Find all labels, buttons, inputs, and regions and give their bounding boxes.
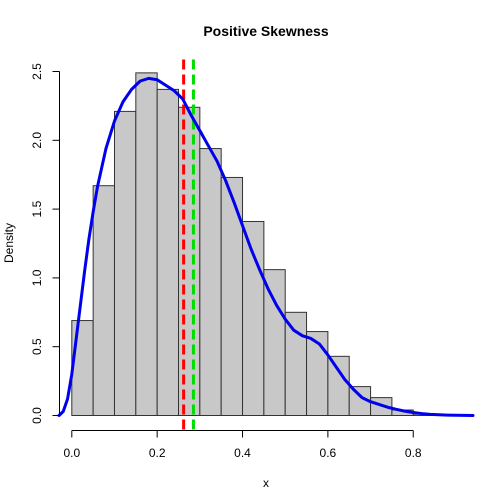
y-axis: 0.0 0.5 1.0 1.5 2.0 2.5 — [30, 63, 60, 424]
chart-title: Positive Skewness — [203, 23, 329, 39]
density-curve — [57, 76, 475, 417]
histogram-bar — [199, 148, 222, 416]
y-tick-label: 0.0 — [30, 407, 44, 424]
y-tick-label: 2.0 — [30, 132, 44, 149]
histogram-bar — [92, 185, 115, 416]
y-tick-label: 1.0 — [30, 269, 44, 286]
histogram-bars — [71, 72, 436, 417]
x-tick-label: 0.8 — [405, 446, 422, 460]
y-axis-label: Density — [2, 223, 16, 263]
histogram-bar — [71, 320, 94, 416]
x-tick-label: 0.6 — [320, 446, 337, 460]
x-tick-label: 0.2 — [149, 446, 166, 460]
histogram-bar — [135, 72, 158, 416]
histogram-bar — [156, 88, 180, 416]
x-tick-label: 0.4 — [234, 446, 251, 460]
y-tick-label: 0.5 — [30, 338, 44, 355]
histogram-bar — [263, 269, 286, 417]
histogram-bar — [113, 110, 137, 417]
x-axis: 0.0 0.2 0.4 0.6 0.8 — [63, 430, 422, 460]
x-axis-label: x — [263, 476, 269, 490]
y-tick-label: 2.5 — [30, 63, 44, 80]
y-tick-label: 1.5 — [30, 200, 44, 217]
histogram-bar — [178, 106, 201, 416]
histogram-bar — [284, 311, 308, 416]
histogram-bar — [327, 355, 350, 416]
x-tick-label: 0.0 — [63, 446, 80, 460]
